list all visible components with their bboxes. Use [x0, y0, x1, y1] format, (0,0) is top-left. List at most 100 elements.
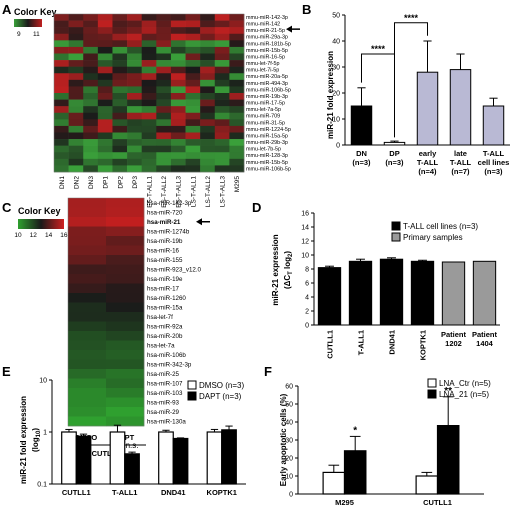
heatmap-cell: [97, 119, 113, 127]
heatmap-cell: [185, 125, 201, 133]
heatmap-row-label: hsa-miR-93: [147, 400, 180, 407]
heatmap-cell: [229, 125, 245, 133]
heatmap-row-label: hsa-miR-25: [147, 371, 180, 378]
heatmap-cell: [68, 79, 84, 87]
heatmap-cell: [229, 139, 245, 146]
heatmap-cell: [112, 139, 128, 146]
heatmap-cell: [83, 158, 99, 166]
bar: [322, 471, 346, 495]
bar: [124, 453, 140, 485]
heatmap-cell: [106, 407, 145, 417]
heatmap-cell: [185, 86, 201, 94]
heatmap-cell: [54, 93, 69, 100]
heatmap-cell: [214, 165, 230, 173]
heatmap-col-label: ES-T-ALL1: [147, 176, 154, 208]
heatmap-cell: [106, 369, 145, 379]
heatmap-cell: [68, 302, 107, 313]
heatmap-cell: [214, 33, 230, 41]
heatmap-row-label: mmu-miR-494-3p: [246, 81, 288, 87]
color-key-bar: [18, 219, 64, 229]
legend-swatch: [187, 380, 197, 390]
heatmap-cell: [97, 40, 113, 48]
heatmap-col-label: ES-T-ALL2: [161, 176, 168, 208]
y-tick-label: 0: [305, 323, 309, 330]
heatmap-row-label: mmu-miR-142-3p: [246, 15, 288, 21]
heatmap-cell: [156, 60, 172, 67]
heatmap-cell: [229, 40, 245, 48]
panel-d-ylabel: miR-21 expression: [271, 234, 280, 305]
heatmap-cell: [170, 79, 186, 87]
heatmap-cell: [68, 369, 107, 379]
x-tick-label: early: [419, 149, 437, 158]
heatmap-cell: [200, 125, 216, 133]
heatmap-cell: [127, 158, 142, 166]
heatmap-cell: [141, 33, 157, 41]
heatmap-cell: [127, 125, 142, 133]
heatmap-cell: [156, 86, 172, 94]
heatmap-cell: [106, 312, 145, 322]
x-tick-label: T-ALL: [417, 158, 439, 167]
heatmap-cell: [156, 106, 172, 114]
legend-swatch: [391, 232, 401, 242]
heatmap-cell: [112, 99, 128, 107]
heatmap-cell: [54, 27, 69, 35]
heatmap-cell: [156, 33, 172, 41]
heatmap-cell: [54, 99, 69, 107]
bar: [482, 105, 505, 146]
bar: [172, 437, 189, 485]
significance-label: n.s.: [126, 441, 139, 450]
heatmap-cell: [214, 119, 230, 127]
heatmap-cell: [229, 93, 245, 100]
heatmap-cell: [83, 125, 99, 133]
bar: [317, 267, 342, 326]
heatmap-row-label: hsa-miR-20b: [147, 333, 183, 340]
heatmap-cell: [68, 125, 84, 133]
heatmap-cell: [141, 27, 157, 35]
heatmap-cell: [83, 27, 99, 35]
heatmap-cell: [185, 33, 201, 41]
heatmap-cell: [141, 158, 157, 166]
heatmap-cell: [68, 106, 84, 114]
heatmap-cell: [170, 40, 186, 48]
heatmap-cell: [112, 73, 128, 81]
heatmap-cell: [83, 33, 99, 41]
heatmap-cell: [200, 46, 216, 54]
heatmap-cell: [68, 145, 84, 153]
color-key-title: Color Key: [18, 206, 61, 216]
heatmap-cell: [141, 99, 157, 107]
heatmap-cell: [83, 99, 99, 107]
heatmap-cell: [112, 86, 128, 94]
heatmap-cell: [68, 321, 107, 332]
heatmap-cell: [141, 86, 157, 94]
y-tick-label: 10: [285, 474, 293, 481]
heatmap-cell: [127, 99, 142, 107]
heatmap-row-label: hsa-miR-19b: [147, 238, 183, 245]
heatmap-cell: [229, 33, 245, 41]
heatmap-cell: [83, 93, 99, 100]
heatmap-cell: [83, 106, 99, 114]
heatmap-cell: [170, 99, 186, 107]
heatmap-col-label: DN3: [88, 176, 95, 189]
heatmap-cell: [229, 53, 245, 61]
heatmap-cell: [141, 145, 157, 153]
x-tick-label: Patient: [441, 330, 467, 339]
heatmap-cell: [214, 73, 230, 81]
bar: [350, 105, 373, 146]
heatmap-cell: [185, 14, 201, 21]
heatmap-row-label: mmu-miR-29a-3p: [246, 35, 288, 41]
heatmap-cell: [185, 99, 201, 107]
heatmap-cell: [97, 158, 113, 166]
panel-d: D miR-21 expression (ΔCT log2) 0 2 4 6 8 10 12…: [252, 200, 500, 360]
heatmap-cell: [106, 274, 145, 284]
heatmap-cell: [156, 14, 172, 21]
heatmap-cell: [156, 158, 172, 166]
heatmap-cell: [200, 40, 216, 48]
heatmap-cell: [68, 359, 107, 370]
heatmap-cell: [83, 40, 99, 48]
y-tick-label: 14: [301, 225, 309, 232]
heatmap-row-label: hsa-miR-1260: [147, 295, 186, 302]
chart-f: 0 10 20 30 40 50 60 M295 CUTLL1 LNA_Ctr (n=5) LNA_…: [285, 378, 491, 507]
bar: [221, 429, 237, 485]
heatmap-cell: [170, 33, 186, 41]
heatmap-cell: [185, 112, 201, 120]
